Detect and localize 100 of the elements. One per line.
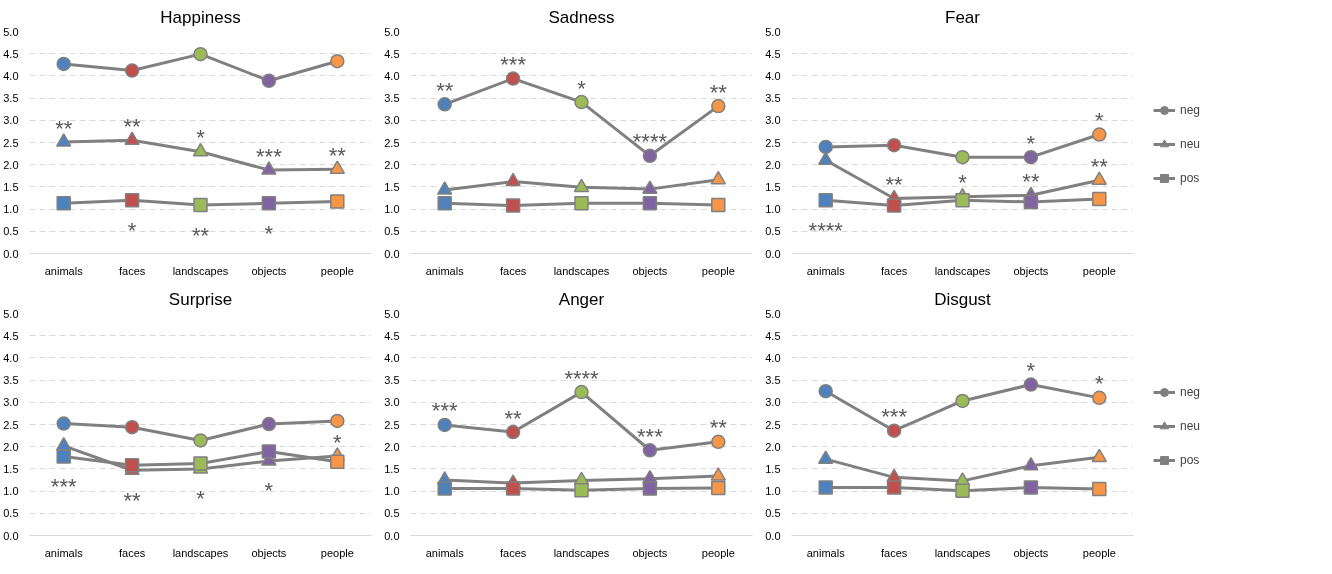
annotation: ** (55, 115, 73, 141)
y-tick-label: 2.0 (384, 158, 400, 171)
annotation: ** (191, 222, 210, 248)
y-tick-label: 1.0 (384, 485, 400, 498)
y-tick-label: 4.5 (384, 47, 400, 60)
x-tick-label: objects (251, 264, 287, 277)
y-tick-label: 5.0 (3, 25, 19, 38)
y-tick-label: 2.0 (3, 440, 19, 453)
legend-label: pos (1180, 170, 1200, 185)
annotation: * (1026, 358, 1036, 384)
x-tick-label: animals (425, 264, 465, 277)
y-tick-label: 4.0 (3, 351, 19, 364)
y-tick-label: 2.0 (3, 158, 19, 171)
y-tick-label: 3.0 (765, 114, 781, 127)
annotation: * (127, 217, 137, 243)
y-tick-label: 5.0 (765, 25, 781, 38)
annotation: * (264, 478, 274, 504)
y-tick-label: 1.0 (3, 203, 19, 216)
x-tick-label: objects (632, 264, 668, 277)
x-tick-label: faces (118, 264, 146, 277)
annotation: **** (632, 129, 668, 155)
x-tick-label: landscapes (553, 264, 610, 277)
y-tick-label: 4.0 (3, 69, 19, 82)
x-tick-label: people (320, 264, 354, 277)
y-tick-label: 0.0 (765, 247, 781, 260)
y-tick-label: 3.5 (765, 374, 781, 387)
x-tick-label: animals (806, 264, 846, 277)
chart-title: Fear (945, 7, 981, 27)
y-tick-label: 2.5 (765, 418, 781, 431)
x-tick-label: people (1082, 264, 1116, 277)
annotation: ** (1022, 168, 1040, 194)
y-tick-label: 0.0 (384, 247, 400, 260)
y-tick-label: 0.0 (3, 529, 19, 542)
x-tick-label: objects (632, 546, 668, 559)
y-tick-label: 2.0 (765, 440, 781, 453)
annotation: *** (500, 52, 527, 78)
annotation: *** (881, 404, 908, 430)
legend-label: neu (1180, 418, 1201, 433)
y-tick-label: 5.0 (765, 307, 781, 320)
y-tick-label: 0.0 (765, 529, 781, 542)
y-tick-label: 0.0 (3, 247, 19, 260)
x-tick-label: faces (499, 546, 527, 559)
chart-title: Anger (558, 289, 605, 309)
x-tick-label: animals (44, 546, 84, 559)
y-tick-label: 0.5 (3, 507, 19, 520)
y-tick-label: 2.5 (384, 418, 400, 431)
y-tick-label: 4.5 (765, 329, 781, 342)
x-tick-label: animals (806, 546, 846, 559)
y-tick-label: 4.5 (384, 329, 400, 342)
x-tick-label: faces (499, 264, 527, 277)
y-tick-label: 0.5 (765, 507, 781, 520)
y-tick-label: 1.5 (384, 180, 400, 193)
legend-label: pos (1180, 452, 1200, 467)
x-tick-label: faces (118, 546, 146, 559)
annotation: * (196, 125, 206, 151)
chart-title: Sadness (548, 7, 615, 27)
x-tick-label: objects (1013, 546, 1049, 559)
annotation: *** (431, 398, 458, 424)
y-tick-label: 2.5 (3, 418, 19, 431)
annotation: * (1095, 371, 1105, 397)
y-tick-label: 3.0 (384, 396, 400, 409)
y-tick-label: 3.5 (3, 374, 19, 387)
y-tick-label: 2.5 (765, 136, 781, 149)
y-tick-label: 1.0 (765, 485, 781, 498)
y-tick-label: 4.0 (384, 351, 400, 364)
y-tick-label: 3.0 (765, 396, 781, 409)
chart-title: Happiness (160, 7, 241, 27)
x-tick-label: people (701, 546, 735, 559)
chart-title: Disgust (934, 289, 992, 309)
y-tick-label: 4.0 (384, 69, 400, 82)
y-tick-label: 2.0 (765, 158, 781, 171)
y-tick-label: 1.0 (384, 203, 400, 216)
y-tick-label: 0.5 (384, 225, 400, 238)
annotation: ** (709, 415, 728, 441)
y-tick-label: 1.0 (3, 485, 19, 498)
annotation: * (958, 170, 968, 196)
annotation: *** (50, 473, 77, 499)
annotation: * (1026, 130, 1036, 156)
x-tick-label: landscapes (172, 546, 229, 559)
y-tick-label: 2.5 (384, 136, 400, 149)
annotation: * (196, 486, 206, 512)
annotation: ** (709, 79, 728, 105)
x-tick-label: animals (425, 546, 465, 559)
x-tick-label: landscapes (553, 546, 610, 559)
x-tick-label: landscapes (934, 546, 991, 559)
annotation: ** (504, 405, 523, 431)
y-tick-label: 1.5 (765, 180, 781, 193)
annotation: ** (123, 113, 142, 139)
annotation: ** (885, 171, 904, 197)
y-tick-label: 2.0 (384, 440, 400, 453)
annotation: ** (328, 142, 347, 168)
y-tick-label: 0.5 (3, 225, 19, 238)
annotation: ** (123, 487, 142, 513)
x-tick-label: people (701, 264, 735, 277)
annotation: ** (1090, 153, 1109, 179)
y-tick-label: 3.5 (765, 92, 781, 105)
y-tick-label: 0.5 (765, 225, 781, 238)
x-tick-label: landscapes (934, 264, 991, 277)
annotation: **** (808, 217, 844, 243)
y-tick-label: 4.5 (765, 47, 781, 60)
